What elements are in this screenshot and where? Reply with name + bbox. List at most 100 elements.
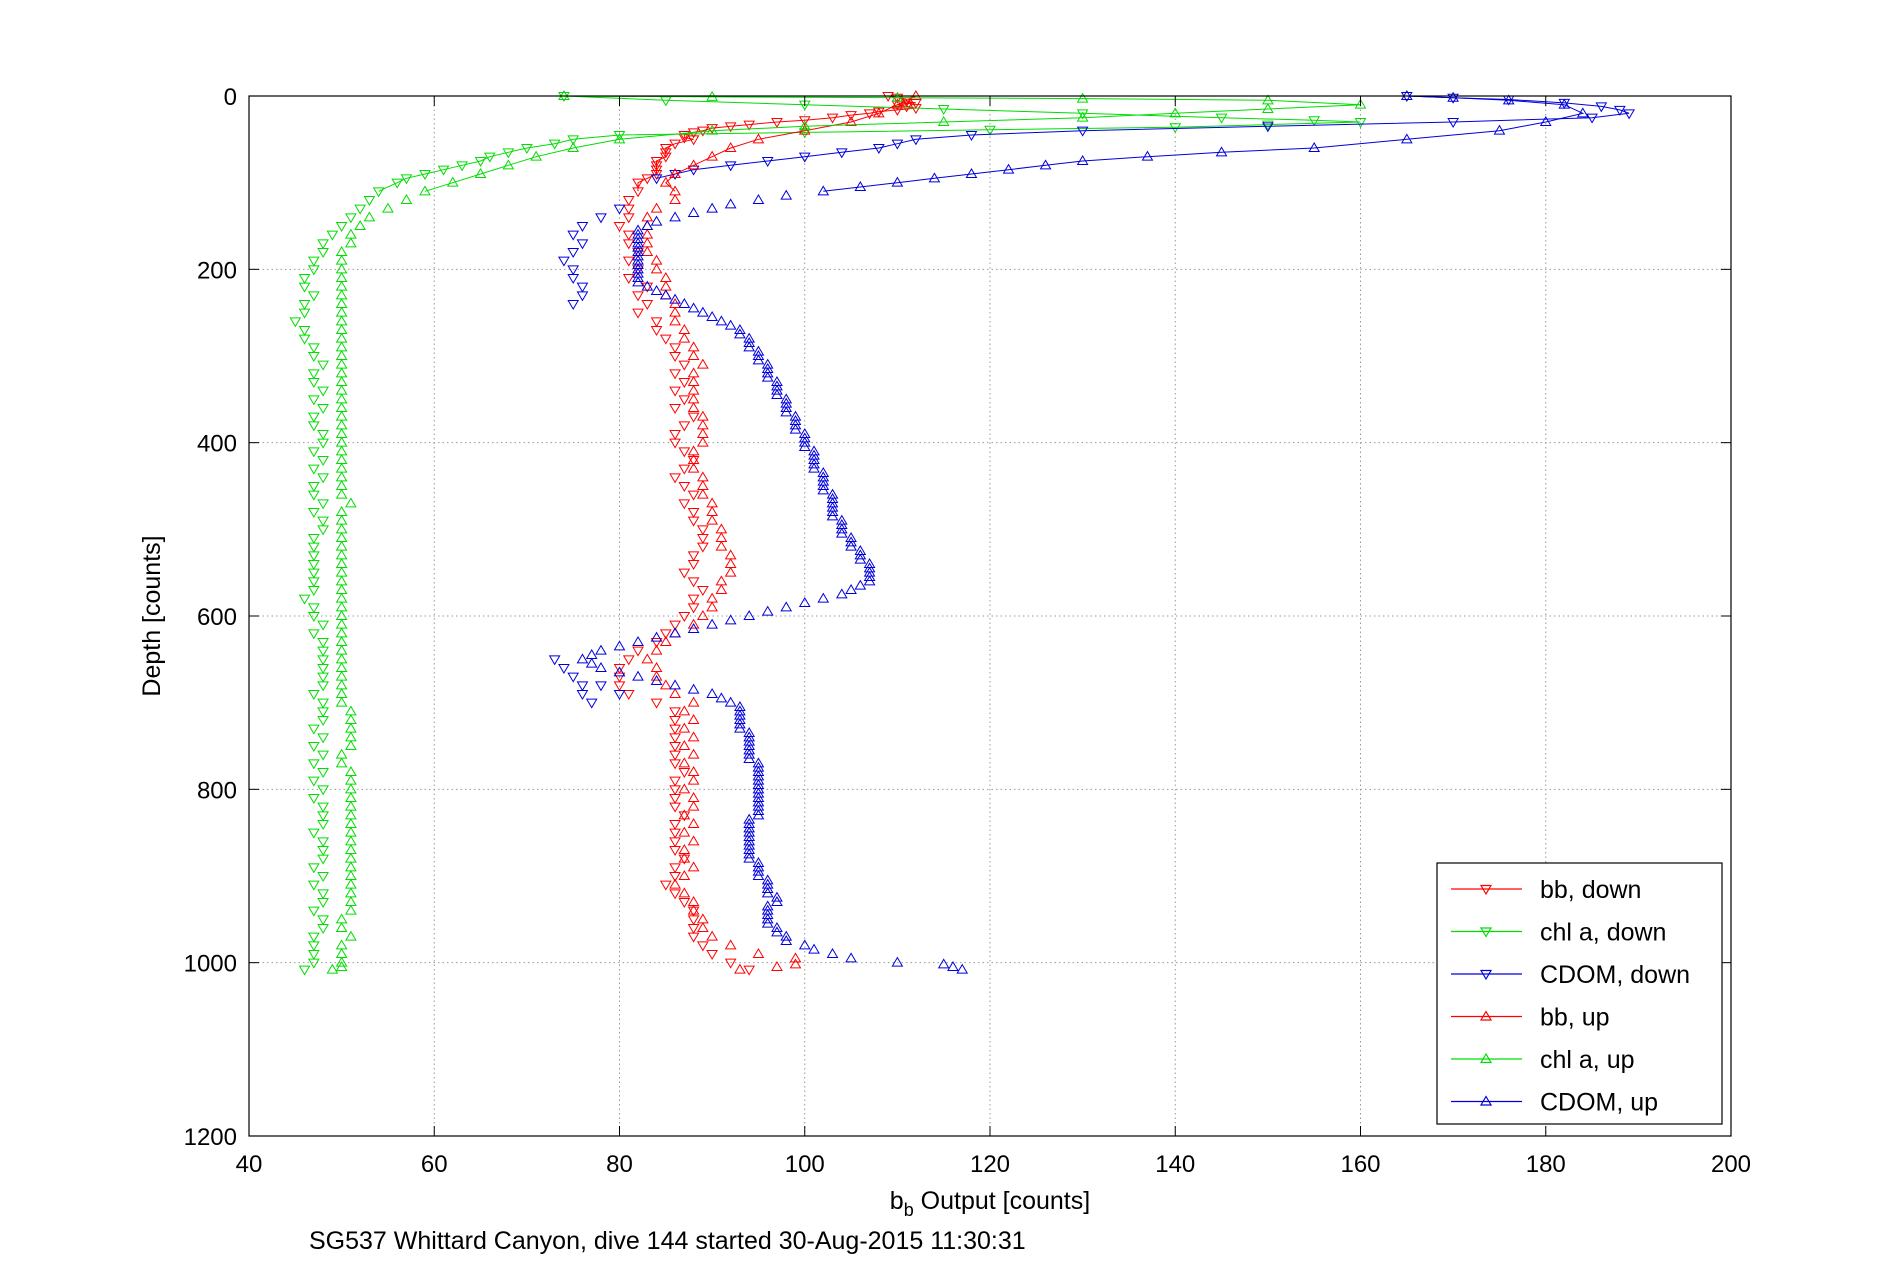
data-point — [678, 568, 691, 579]
series-line — [637, 95, 916, 192]
data-point — [345, 818, 357, 828]
data-point — [632, 178, 644, 189]
data-point — [669, 794, 681, 804]
data-point — [724, 614, 737, 625]
data-point — [1262, 94, 1274, 105]
data-point — [956, 963, 969, 974]
data-point — [696, 480, 709, 490]
data-point — [345, 887, 357, 898]
data-point — [659, 636, 672, 646]
data-point — [335, 280, 348, 291]
data-point — [706, 124, 718, 135]
data-point — [724, 198, 737, 209]
legend-label: bb, up — [1540, 1004, 1610, 1032]
data-point — [696, 525, 709, 536]
data-point — [669, 352, 681, 362]
data-point — [678, 395, 691, 406]
data-point — [891, 91, 904, 102]
data-point — [335, 298, 348, 308]
data-point — [669, 679, 681, 690]
data-point — [678, 131, 691, 141]
data-point — [335, 679, 348, 690]
data-point — [567, 274, 580, 284]
data-point — [567, 230, 580, 241]
data-point — [696, 610, 709, 620]
data-point — [696, 534, 709, 544]
data-point — [548, 655, 561, 666]
data-point — [696, 358, 709, 369]
data-point — [317, 898, 329, 908]
data-point — [1354, 118, 1367, 128]
x-tick-label: 80 — [606, 1151, 633, 1178]
data-point — [669, 837, 681, 848]
data-point — [298, 594, 311, 605]
data-point — [335, 670, 348, 681]
data-point — [789, 410, 802, 421]
data-point — [687, 618, 700, 629]
data-point — [335, 222, 348, 232]
legend-marker — [1479, 884, 1493, 896]
data-point — [1308, 142, 1321, 152]
data-point — [659, 880, 672, 891]
data-point — [715, 315, 728, 326]
data-point — [576, 239, 589, 250]
data-point — [521, 144, 533, 154]
data-point — [734, 701, 746, 711]
data-point — [706, 311, 718, 321]
data-point — [317, 785, 329, 796]
data-point — [335, 757, 348, 768]
data-point — [650, 317, 663, 328]
data-point — [326, 963, 339, 974]
data-point — [835, 514, 848, 525]
data-point — [687, 367, 700, 378]
data-point — [937, 105, 950, 115]
data-point — [891, 956, 904, 967]
data-point — [335, 558, 348, 568]
data-point — [613, 666, 626, 677]
x-tick-label: 120 — [970, 1151, 1010, 1178]
data-point — [659, 679, 672, 690]
data-point — [706, 618, 718, 629]
data-point — [687, 861, 700, 872]
data-point — [317, 516, 329, 527]
data-point — [687, 603, 700, 614]
data-point — [335, 367, 348, 378]
data-point — [317, 664, 329, 674]
data-point — [335, 263, 348, 274]
data-point — [669, 750, 681, 761]
data-point — [1262, 122, 1274, 133]
data-point — [1169, 107, 1182, 118]
data-point — [808, 943, 820, 954]
y-tick-label: 800 — [197, 777, 237, 804]
data-point — [622, 256, 635, 267]
data-point — [1623, 109, 1635, 120]
data-point — [1576, 107, 1589, 118]
x-tick-label: 60 — [421, 1151, 448, 1178]
data-point — [937, 958, 950, 969]
data-point — [678, 421, 691, 432]
data-point — [567, 135, 580, 146]
data-point — [335, 939, 348, 950]
data-point — [317, 802, 329, 813]
data-point — [317, 473, 329, 484]
data-point — [317, 889, 329, 900]
data-point — [307, 482, 320, 492]
data-point — [650, 644, 663, 655]
data-point — [307, 568, 320, 579]
data-point — [307, 551, 320, 562]
data-point — [335, 272, 348, 282]
data-point — [1215, 146, 1228, 157]
legend-label: CDOM, up — [1540, 1089, 1658, 1117]
data-point — [845, 952, 857, 963]
data-point — [567, 672, 580, 683]
data-point — [548, 139, 561, 150]
data-point — [595, 662, 607, 672]
data-point — [743, 120, 756, 131]
data-point — [734, 963, 746, 974]
data-point — [817, 467, 830, 477]
data-point — [613, 204, 626, 215]
data-point — [317, 638, 329, 648]
y-tick-label: 600 — [197, 604, 237, 631]
data-point — [687, 516, 700, 527]
data-point — [1447, 118, 1460, 128]
